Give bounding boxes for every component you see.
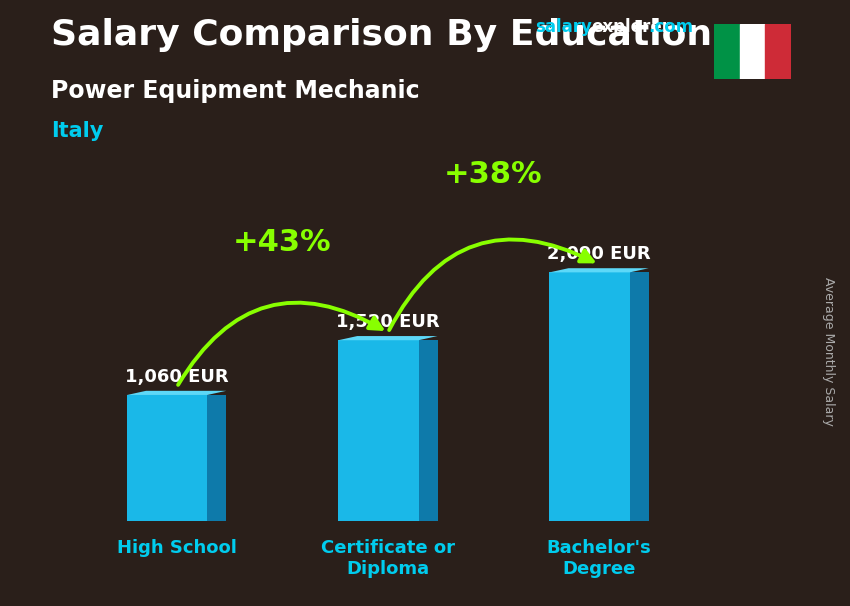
Polygon shape — [549, 268, 649, 272]
Text: explorer: explorer — [591, 18, 670, 36]
Text: +38%: +38% — [445, 161, 543, 190]
Polygon shape — [549, 272, 630, 521]
Polygon shape — [207, 395, 226, 521]
Text: Certificate or
Diploma: Certificate or Diploma — [321, 539, 455, 578]
Polygon shape — [338, 336, 438, 340]
Text: Power Equipment Mechanic: Power Equipment Mechanic — [51, 79, 420, 103]
Text: Bachelor's
Degree: Bachelor's Degree — [547, 539, 651, 578]
Text: Salary Comparison By Education: Salary Comparison By Education — [51, 18, 712, 52]
Text: .com: .com — [649, 18, 694, 36]
Text: 2,090 EUR: 2,090 EUR — [547, 245, 651, 264]
Text: Italy: Italy — [51, 121, 104, 141]
Polygon shape — [338, 340, 418, 521]
Polygon shape — [127, 395, 207, 521]
Bar — [765, 24, 790, 79]
Text: Average Monthly Salary: Average Monthly Salary — [822, 277, 836, 426]
Text: +43%: +43% — [233, 228, 332, 257]
Text: 1,520 EUR: 1,520 EUR — [336, 313, 439, 331]
Polygon shape — [127, 391, 226, 395]
Polygon shape — [630, 272, 649, 521]
Text: High School: High School — [116, 539, 236, 557]
Bar — [740, 24, 765, 79]
Bar — [714, 24, 740, 79]
Polygon shape — [418, 340, 438, 521]
Text: 1,060 EUR: 1,060 EUR — [125, 368, 229, 386]
Text: salary: salary — [536, 18, 592, 36]
